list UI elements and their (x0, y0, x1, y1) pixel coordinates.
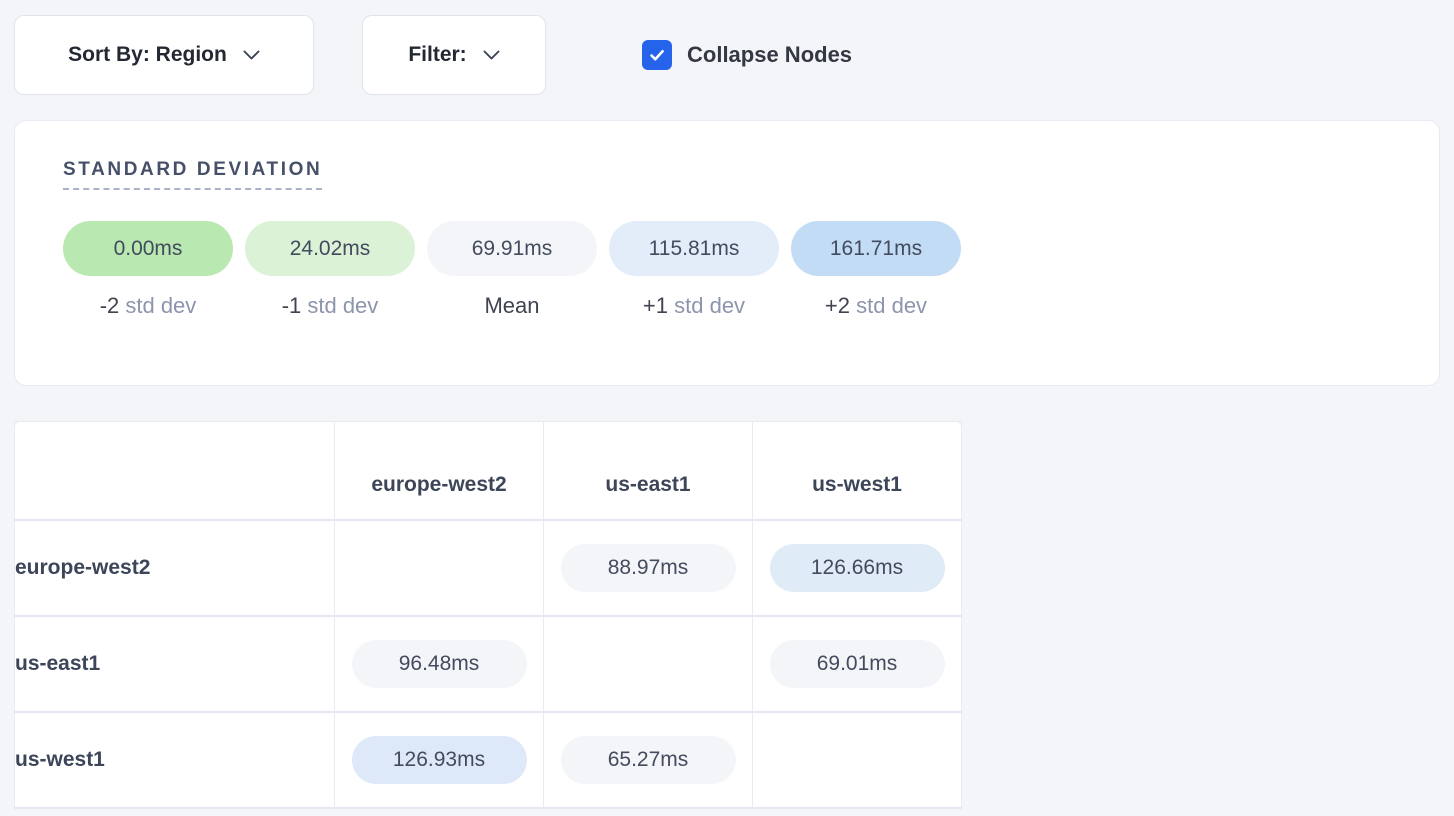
check-icon (647, 45, 667, 65)
chevron-down-icon (243, 50, 260, 60)
legend-caption-sigma: -2 (99, 293, 120, 318)
matrix-corner-cell (14, 421, 335, 521)
legend-caption-sigma: +1 (642, 293, 669, 318)
legend-item: 115.81ms +1 std dev (609, 221, 779, 319)
filter-dropdown[interactable]: Filter: (362, 15, 546, 95)
latency-pill: 126.66ms (769, 543, 945, 592)
legend-item: 0.00ms -2 std dev (63, 221, 233, 319)
collapse-nodes-checkbox[interactable] (642, 40, 672, 70)
latency-pill: 65.27ms (560, 735, 736, 784)
legend-caption-unit: std dev (850, 293, 928, 318)
matrix-row-header: us-west1 (14, 711, 335, 809)
matrix-column-header: us-east1 (543, 421, 753, 521)
legend-caption-unit: std dev (668, 293, 746, 318)
matrix-empty-cell (752, 711, 962, 809)
matrix-row-header: us-east1 (14, 615, 335, 713)
legend-value-pill: 161.71ms (791, 221, 961, 276)
matrix-header: europe-west2 us-east1 us-west1 (14, 421, 962, 521)
filter-label: Filter: (408, 43, 467, 66)
legend-caption: -2 std dev (100, 293, 197, 319)
matrix-latency-cell[interactable]: 126.93ms (334, 711, 544, 809)
legend-item: 161.71ms +2 std dev (791, 221, 961, 319)
matrix-header-row: europe-west2 us-east1 us-west1 (14, 421, 962, 521)
legend-caption-unit: std dev (301, 293, 379, 318)
legend-value-pill: 115.81ms (609, 221, 779, 276)
matrix-latency-cell[interactable]: 88.97ms (543, 519, 753, 617)
matrix-latency-cell[interactable]: 96.48ms (334, 615, 544, 713)
legend-caption-sigma: -1 (281, 293, 302, 318)
legend-caption-sigma: Mean (484, 293, 540, 318)
latency-matrix-table: europe-west2 us-east1 us-west1 europe-west… (14, 421, 962, 809)
matrix-body: europe-west2 88.97ms 126.66ms us-east1 96.48… (14, 519, 962, 809)
matrix-empty-cell (543, 615, 753, 713)
latency-pill: 126.93ms (351, 735, 527, 784)
table-row: us-west1 126.93ms 65.27ms (14, 711, 962, 809)
collapse-nodes-label: Collapse Nodes (687, 42, 853, 67)
legend-caption: +1 std dev (643, 293, 745, 319)
standard-deviation-legend: 0.00ms -2 std dev 24.02ms -1 std dev 69.91ms… (63, 221, 961, 319)
matrix-latency-cell[interactable]: 69.01ms (752, 615, 962, 713)
legend-caption: +2 std dev (825, 293, 927, 319)
legend-caption-unit: std dev (119, 293, 197, 318)
legend-caption-sigma: +2 (824, 293, 851, 318)
matrix-column-header: europe-west2 (334, 421, 544, 521)
collapse-nodes-toggle[interactable]: Collapse Nodes (642, 40, 852, 70)
legend-value-pill: 24.02ms (245, 221, 415, 276)
legend-caption: -1 std dev (282, 293, 379, 319)
legend-caption: Mean (484, 293, 539, 319)
matrix-latency-cell[interactable]: 65.27ms (543, 711, 753, 809)
matrix-column-header: us-west1 (752, 421, 962, 521)
matrix-row-header: europe-west2 (14, 519, 335, 617)
matrix-latency-cell[interactable]: 126.66ms (752, 519, 962, 617)
legend-value-pill: 69.91ms (427, 221, 597, 276)
toolbar: Sort By: Region Filter: Collapse Nodes (0, 0, 1454, 96)
standard-deviation-card: STANDARD DEVIATION 0.00ms -2 std dev 24.02… (14, 120, 1440, 386)
latency-pill: 88.97ms (560, 543, 736, 592)
standard-deviation-title: STANDARD DEVIATION (63, 159, 323, 190)
sort-by-label: Sort By: Region (68, 43, 227, 66)
latency-pill: 69.01ms (769, 639, 945, 688)
legend-value-pill: 0.00ms (63, 221, 233, 276)
legend-item: 69.91ms Mean (427, 221, 597, 319)
chevron-down-icon (483, 50, 500, 60)
latency-pill: 96.48ms (351, 639, 527, 688)
table-row: europe-west2 88.97ms 126.66ms (14, 519, 962, 617)
sort-by-dropdown[interactable]: Sort By: Region (14, 15, 314, 95)
table-row: us-east1 96.48ms 69.01ms (14, 615, 962, 713)
matrix-empty-cell (334, 519, 544, 617)
legend-item: 24.02ms -1 std dev (245, 221, 415, 319)
